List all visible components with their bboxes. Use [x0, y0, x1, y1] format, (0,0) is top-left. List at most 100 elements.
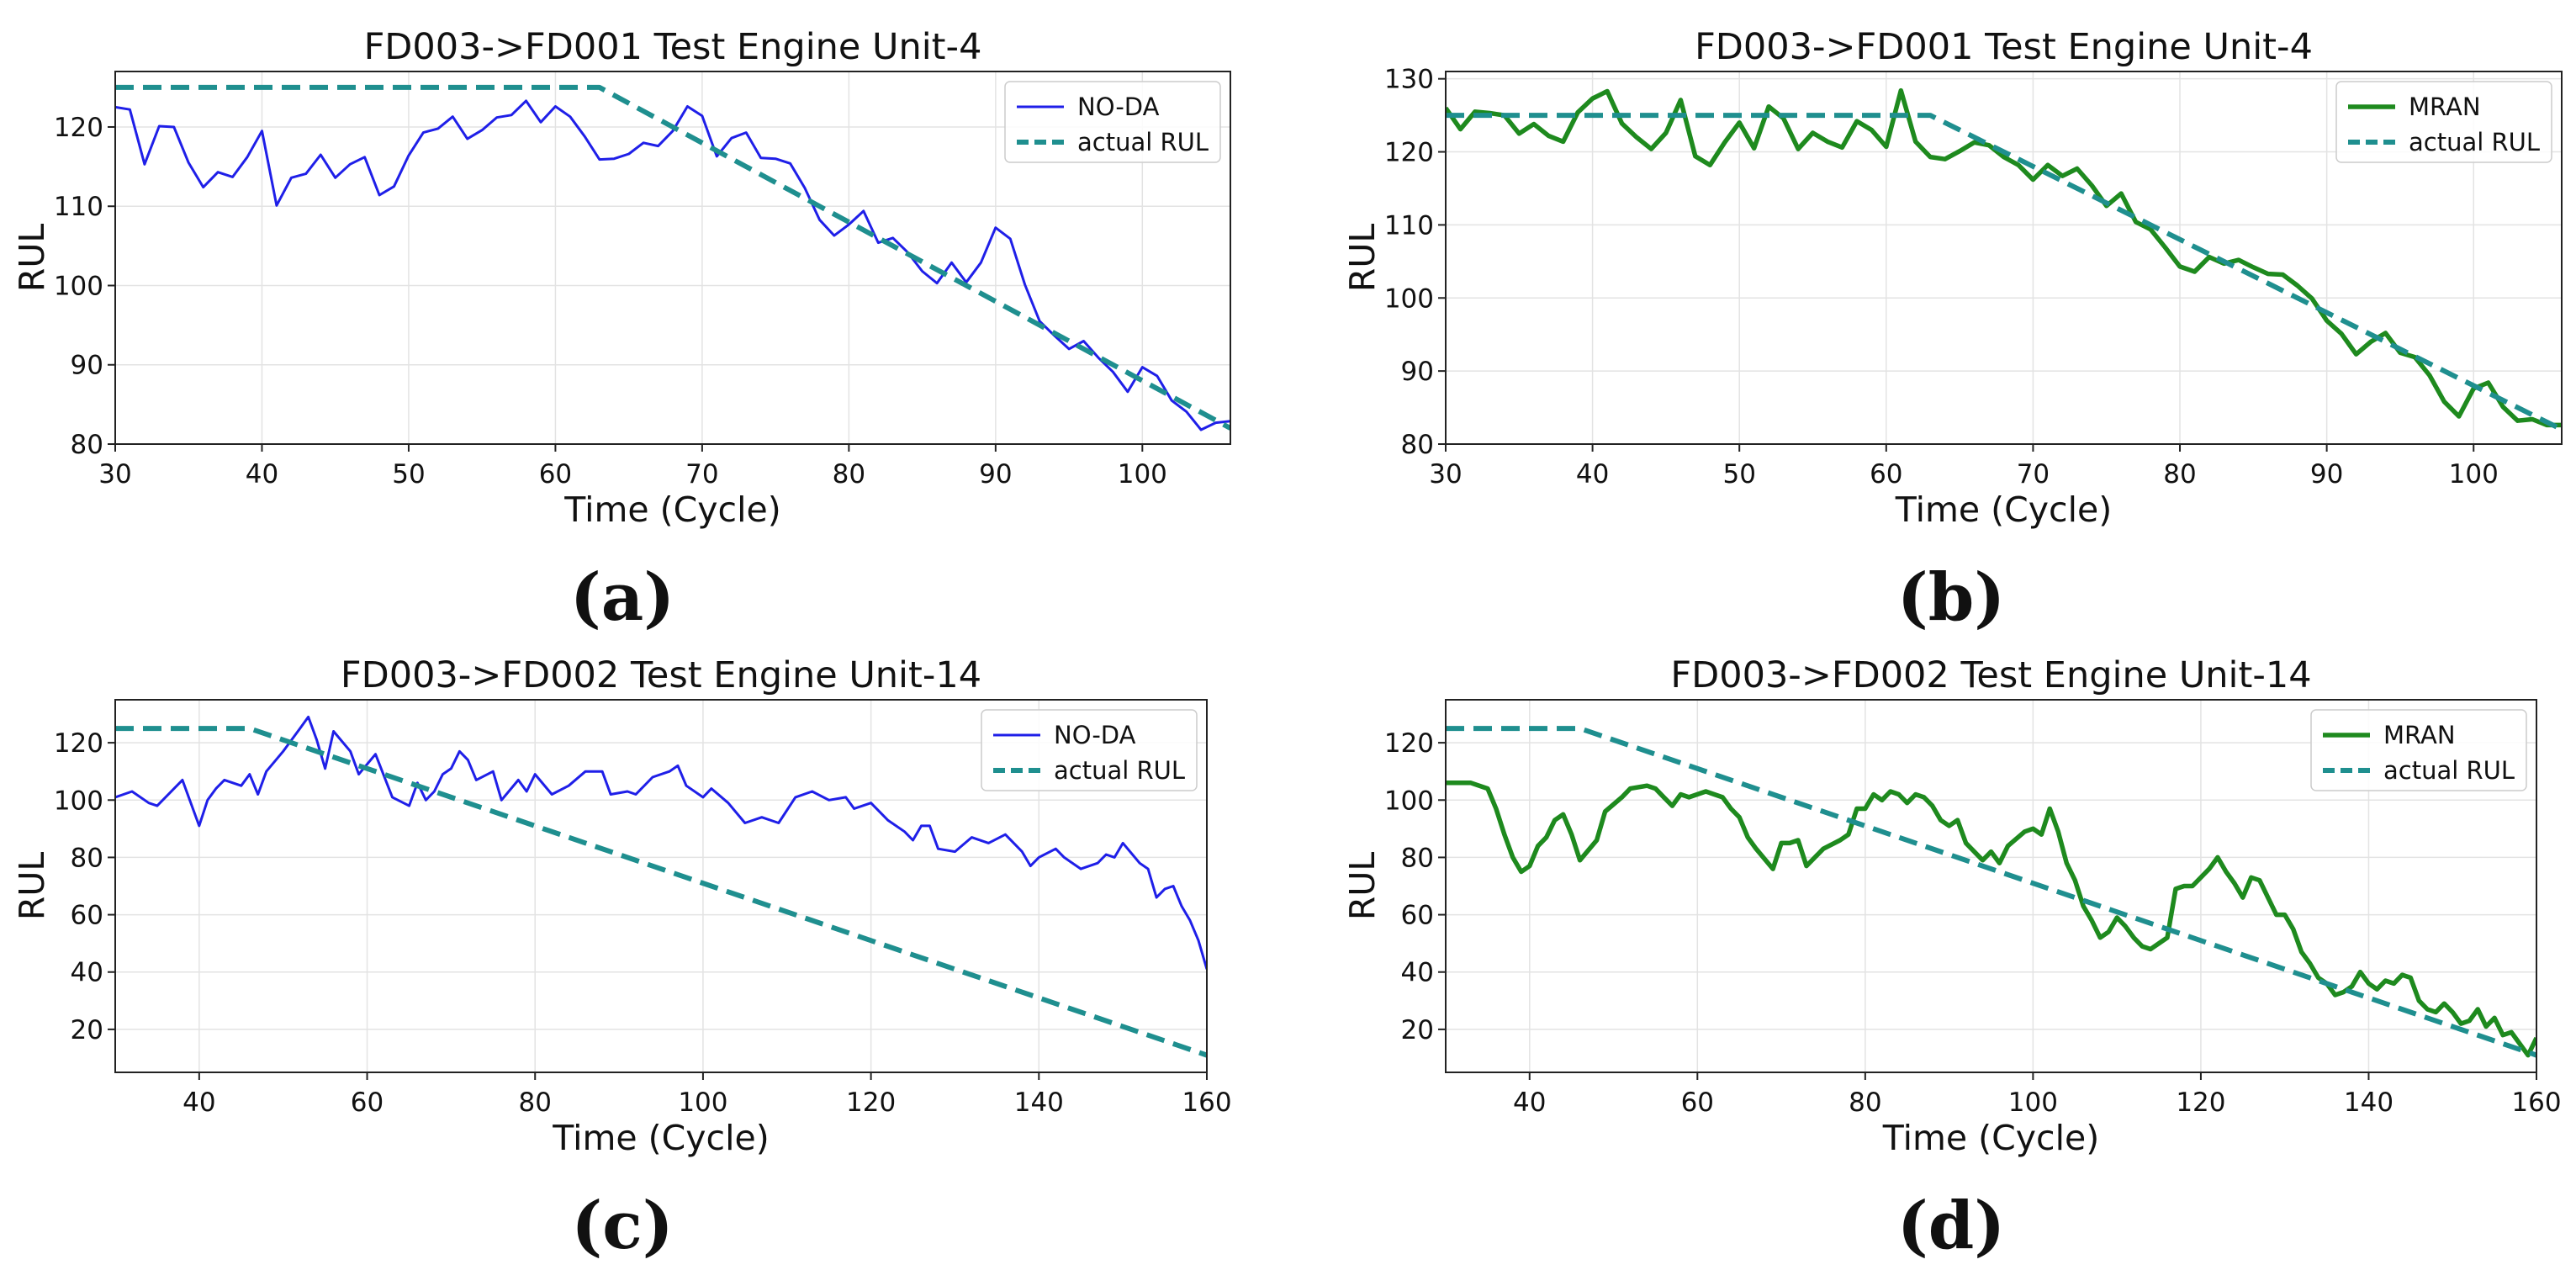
- actual-rul-line: [1446, 113, 2562, 432]
- x-tick-label: 40: [182, 1087, 215, 1118]
- y-tick-label: 100: [1384, 283, 1434, 314]
- y-tick-label: 110: [1384, 210, 1434, 241]
- axes-frame: [1445, 71, 2563, 445]
- x-tick-label: 120: [2176, 1087, 2225, 1118]
- x-tick-label: 160: [2511, 1087, 2561, 1118]
- legend-label: actual RUL: [1054, 756, 1185, 785]
- y-axis-label: RUL: [1342, 852, 1383, 920]
- plot-area: [115, 84, 1230, 431]
- x-tick-label: 40: [1513, 1087, 1546, 1118]
- x-tick-label: 100: [678, 1087, 727, 1118]
- x-tick-label: 90: [2310, 459, 2343, 489]
- y-tick-label: 100: [54, 786, 103, 816]
- y-tick-label: 80: [71, 843, 103, 873]
- x-tick-label: 30: [98, 459, 131, 489]
- x-tick-label: 120: [846, 1087, 896, 1118]
- plot-area: [115, 715, 1207, 1058]
- actual-rul-line: [115, 84, 1230, 431]
- y-axis-label: RUL: [1342, 224, 1383, 292]
- panel-tag-b: (b): [1896, 559, 2006, 636]
- legend: NO-DA actual RUL: [1004, 81, 1221, 163]
- y-tick-label: 110: [54, 192, 103, 222]
- legend-label: NO-DA: [1077, 93, 1160, 121]
- x-axis-label: Time (Cycle): [563, 489, 780, 530]
- axes-frame: [1445, 699, 2537, 1073]
- x-tick-label: 30: [1429, 459, 1462, 489]
- plot-area: [1446, 726, 2536, 1058]
- chart-title: FD003->FD002 Test Engine Unit-14: [1670, 654, 2311, 696]
- x-tick-label: 60: [351, 1087, 383, 1118]
- y-tick-label: 120: [54, 728, 103, 759]
- panel-tag-d: (d): [1896, 1188, 2006, 1264]
- chart-title: FD003->FD001 Test Engine Unit-4: [1695, 26, 2313, 68]
- chart-panel-1: 30 40 50 60 70 80 90 100 80 90 100 110 120 FD003->FD0…: [12, 26, 1231, 530]
- x-axis-label: Time (Cycle): [1895, 489, 2112, 530]
- x-tick-label: 60: [1681, 1087, 1714, 1118]
- y-axis-label: RUL: [12, 224, 52, 292]
- axes-frame: [114, 699, 1208, 1073]
- y-tick-label: 40: [71, 958, 103, 988]
- y-tick-label: 120: [1384, 728, 1434, 759]
- x-tick-label: 80: [1849, 1087, 1881, 1118]
- y-tick-label: 100: [1384, 786, 1434, 816]
- x-tick-label: 60: [1870, 459, 1902, 489]
- y-tick-label: 130: [1384, 65, 1434, 95]
- x-tick-label: 160: [1182, 1087, 1231, 1118]
- y-tick-label: 120: [1384, 138, 1434, 168]
- y-tick-label: 40: [1401, 958, 1434, 988]
- chart-panel-3: 40 60 80 100 120 140 160 20 40 60 80 100 120 FD003->F…: [12, 654, 1232, 1158]
- panel-tag-c: (c): [571, 1188, 674, 1264]
- y-tick-label: 90: [71, 351, 103, 381]
- legend: NO-DA actual RUL: [981, 709, 1198, 791]
- y-tick-label: 120: [54, 113, 103, 143]
- y-tick-label: 80: [1401, 843, 1434, 873]
- legend-label: actual RUL: [2383, 756, 2515, 785]
- y-tick-label: 20: [71, 1015, 103, 1045]
- panel-tag-a: (a): [569, 559, 675, 636]
- x-tick-label: 90: [979, 459, 1012, 489]
- y-axis-label: RUL: [12, 852, 52, 920]
- y-tick-label: 60: [71, 901, 103, 931]
- x-tick-label: 70: [685, 459, 718, 489]
- mran-line: [1446, 781, 2536, 1058]
- x-tick-label: 100: [2449, 459, 2499, 489]
- x-tick-label: 50: [392, 459, 425, 489]
- legend: MRAN actual RUL: [2335, 81, 2552, 163]
- y-tick-label: 100: [54, 271, 103, 301]
- legend-label: MRAN: [2383, 721, 2456, 749]
- y-tick-label: 80: [1401, 430, 1434, 460]
- chart-title: FD003->FD001 Test Engine Unit-4: [364, 26, 982, 68]
- legend: MRAN actual RUL: [2310, 709, 2527, 791]
- x-tick-label: 80: [833, 459, 865, 489]
- x-axis-label: Time (Cycle): [552, 1118, 769, 1158]
- chart-title: FD003->FD002 Test Engine Unit-14: [341, 654, 981, 696]
- actual-rul-line: [1446, 726, 2536, 1058]
- legend-label: actual RUL: [2409, 128, 2540, 156]
- legend-label: NO-DA: [1054, 721, 1136, 749]
- chart-panel-2: 30 40 50 60 70 80 90 100 80 90 100 110 120 130 FD003->…: [1342, 26, 2563, 530]
- axes-frame: [114, 71, 1231, 445]
- x-tick-label: 140: [2344, 1087, 2394, 1118]
- x-tick-label: 40: [1576, 459, 1609, 489]
- x-tick-label: 100: [2008, 1087, 2058, 1118]
- legend-label: MRAN: [2409, 93, 2481, 121]
- plot-area: [1446, 87, 2562, 432]
- x-tick-label: 50: [1722, 459, 1755, 489]
- x-tick-label: 80: [2163, 459, 2196, 489]
- x-tick-label: 60: [539, 459, 572, 489]
- x-tick-label: 100: [1118, 459, 1167, 489]
- x-axis-label: Time (Cycle): [1882, 1118, 2099, 1158]
- chart-panel-4: 40 60 80 100 120 140 160 20 40 60 80 100 120 FD003->F…: [1342, 654, 2562, 1158]
- y-tick-label: 90: [1401, 357, 1434, 387]
- x-tick-label: 40: [246, 459, 278, 489]
- legend-label: actual RUL: [1077, 128, 1209, 156]
- actual-rul-line: [115, 726, 1207, 1058]
- x-tick-label: 70: [2017, 459, 2050, 489]
- y-tick-label: 80: [71, 430, 103, 460]
- y-tick-label: 20: [1401, 1015, 1434, 1045]
- x-tick-label: 140: [1014, 1087, 1064, 1118]
- noda-line: [115, 715, 1207, 970]
- x-tick-label: 80: [519, 1087, 552, 1118]
- y-tick-label: 60: [1401, 901, 1434, 931]
